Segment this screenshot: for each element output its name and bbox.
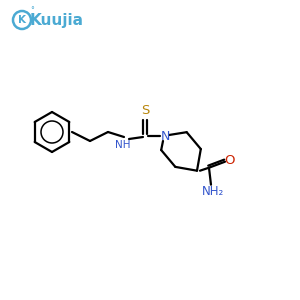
Text: NH: NH [115,140,131,150]
Text: O: O [225,154,235,167]
Text: S: S [141,104,149,118]
Text: NH₂: NH₂ [202,185,224,198]
Text: K: K [18,15,26,25]
Text: °: ° [30,7,34,16]
Text: Kuujia: Kuujia [30,13,84,28]
Text: N: N [160,130,170,142]
